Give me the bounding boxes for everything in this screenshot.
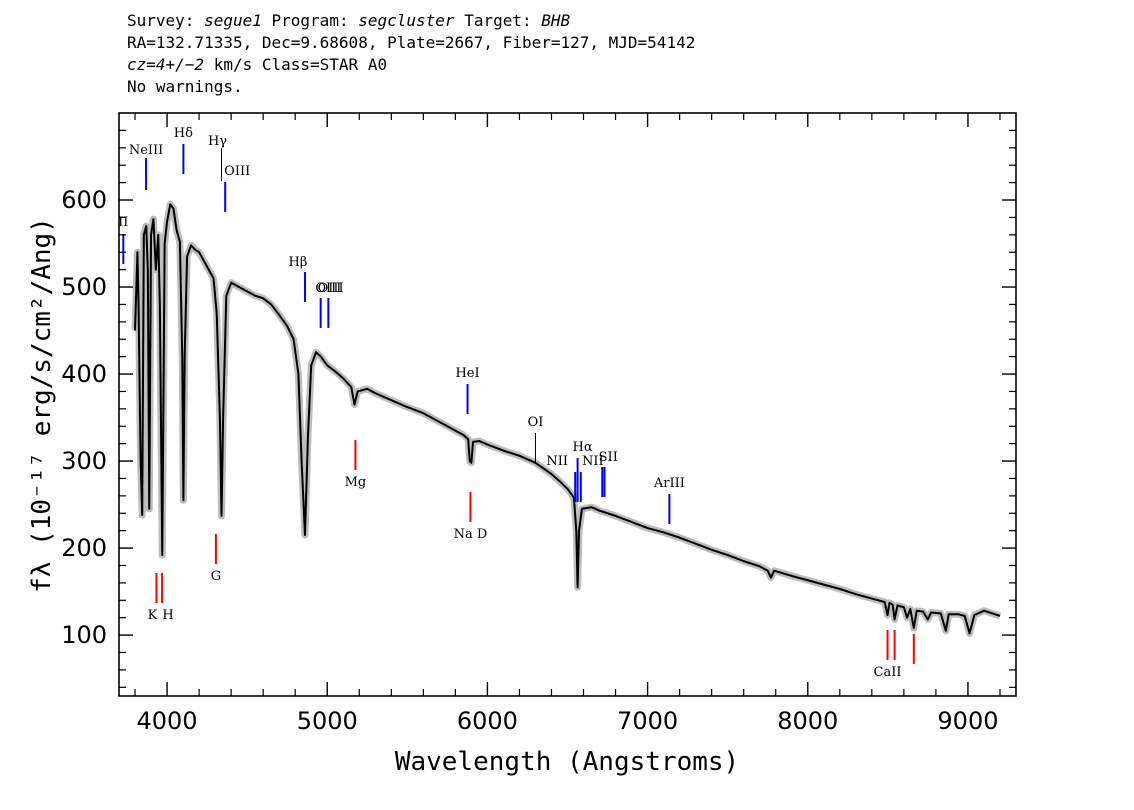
y-tick-label: 200 [61,534,107,562]
emission-line-label: SII [599,450,618,465]
class-value: km/s Class=STAR A0 [204,55,388,74]
header-coordinates-line: RA=132.71335, Dec=9.68608, Plate=2667, F… [127,33,696,52]
absorption-line-label: Mg [345,475,367,490]
program-label: Program: [271,11,349,30]
flux-error-band [131,200,1002,637]
x-tick-label: 6000 [457,707,518,735]
header-warnings-line: No warnings. [127,77,243,96]
emission-line-label: Hβ [289,255,308,270]
x-tick-label: 4000 [137,707,198,735]
absorption-line-label: K [148,608,158,623]
emission-line-label: NII [582,454,604,469]
redshift-value: cz=4+/−2 [127,55,205,74]
emission-line-label: OIII [224,164,250,179]
y-tick-label: 400 [61,360,107,388]
emission-line-label: NeIII [129,143,163,158]
emission-line-label: Hα [573,440,593,455]
y-tick-label: 600 [61,186,107,214]
emission-line-label: Hγ [208,134,227,149]
x-tick-label: 7000 [617,707,678,735]
emission-line-label: NII [546,454,568,469]
header-survey-line: Survey: segue1 Program: segcluster Targe… [127,10,695,32]
flux-series-line [134,203,1001,635]
y-tick-label: 100 [61,621,107,649]
absorption-line-label: G [211,569,221,584]
axes: 4000 5000 6000 7000 8000 9000 100 200 300 400 500 6… [61,113,1016,735]
emission-line-label: HeI [455,366,479,381]
survey-label: Survey: [127,11,195,30]
spectrum-header: Survey: segue1 Program: segcluster Targe… [127,10,695,98]
emission-line-label: II [118,215,128,230]
plot-area: NeIIIIIHδHγOIIIHβOIIIOIIIHeIOINIIHαNIISI… [118,126,1002,680]
absorption-line-label: Na D [454,527,488,542]
y-axis-title: fλ (10⁻¹⁷ erg/s/cm²/Ang) [27,217,57,593]
emission-line-label: OIII [315,281,341,296]
absorption-line-label: CaII [874,665,902,680]
y-tick-label: 300 [61,447,107,475]
x-axis-title: Wavelength (Angstroms) [395,747,739,777]
target-value: BHB [541,11,571,30]
target-label: Target: [464,11,532,30]
x-tick-label: 9000 [937,707,998,735]
emission-line-label: OIII [318,281,344,296]
survey-value: segue1 [204,11,262,30]
emission-line-label: OI [528,415,544,430]
header-redshift-line: cz=4+/−2 km/s Class=STAR A0 [127,54,695,76]
program-value: segcluster [358,11,455,30]
emission-line-label: ArIII [653,476,685,491]
x-tick-label: 5000 [297,707,358,735]
plot-frame [118,112,1017,697]
emission-line-label: Hδ [174,126,193,141]
x-tick-label: 8000 [777,707,838,735]
y-tick-label: 500 [61,273,107,301]
absorption-line-label: H [162,608,173,623]
